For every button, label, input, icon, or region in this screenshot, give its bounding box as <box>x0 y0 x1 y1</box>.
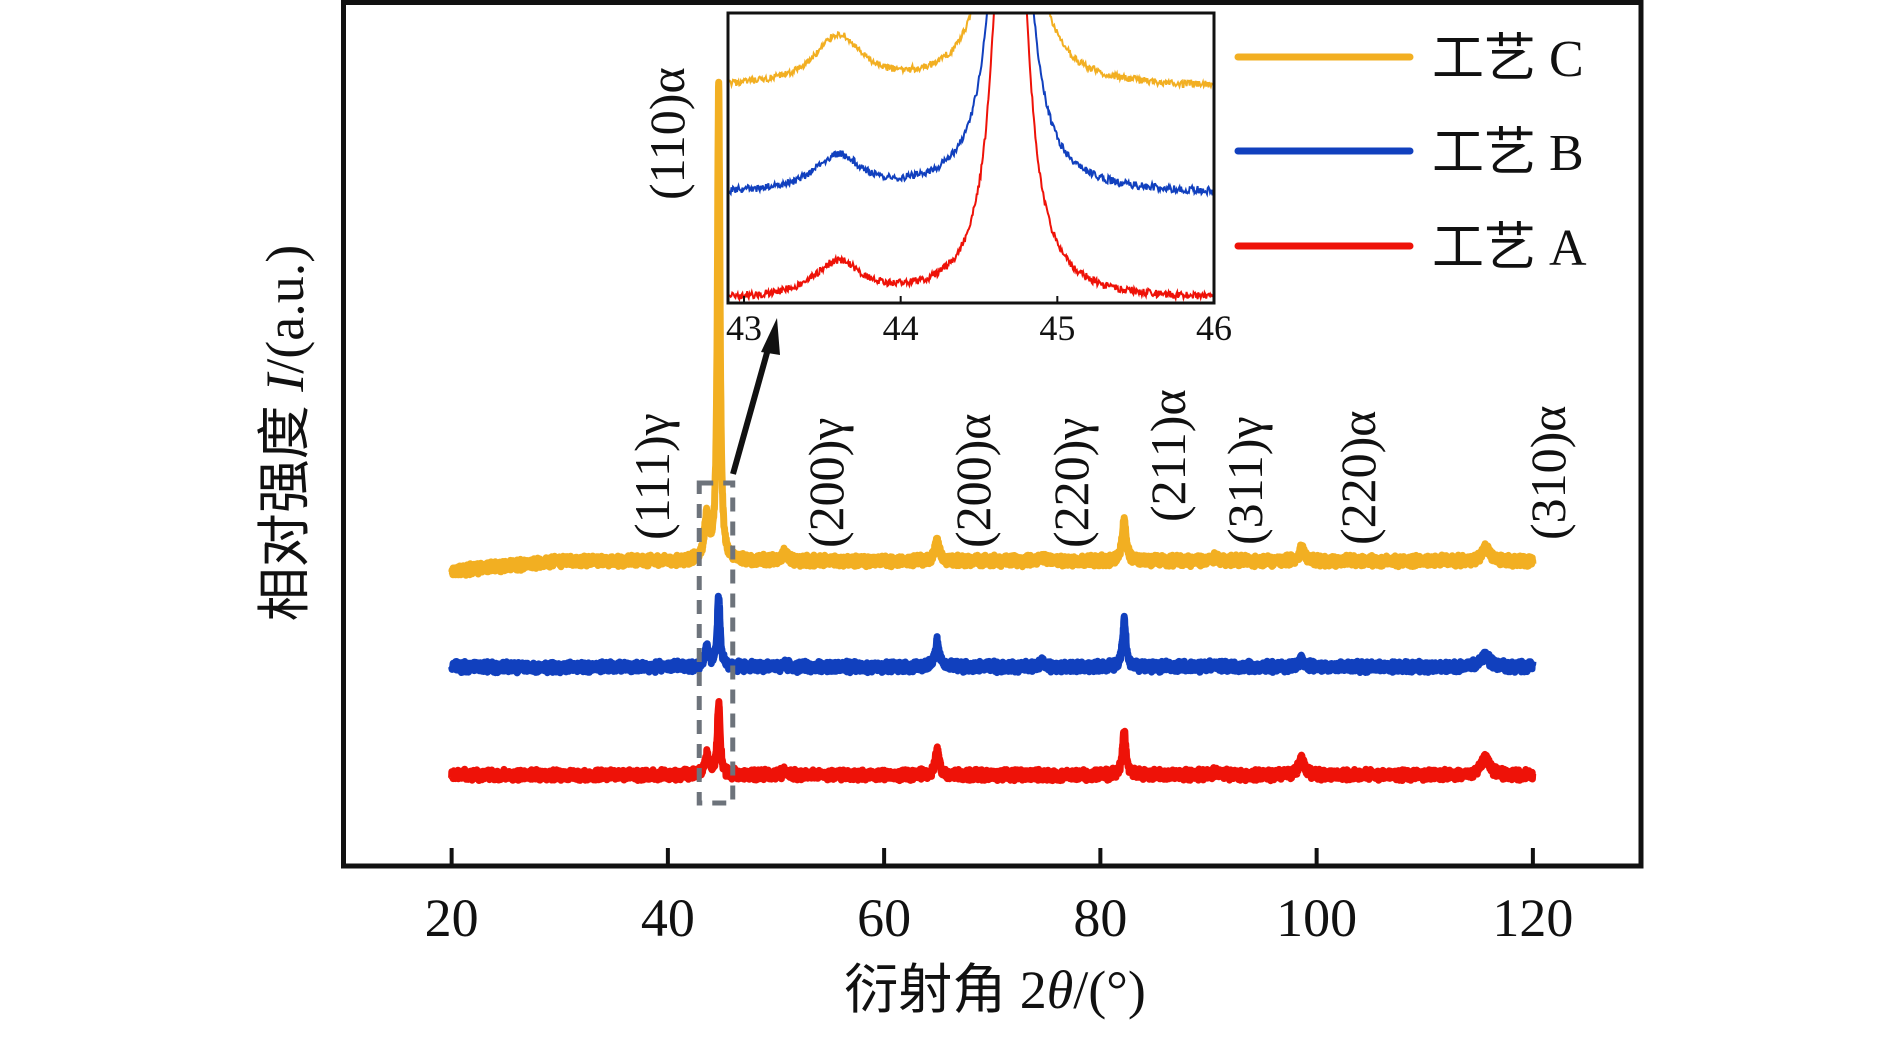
legend-item: 工艺 C <box>1234 31 1584 88</box>
x-tick-label: 80 <box>1073 888 1127 948</box>
peak-label: (211)α <box>1140 389 1196 522</box>
legend-label: 工艺 B <box>1432 125 1584 182</box>
legend-item: 工艺 B <box>1234 125 1584 182</box>
inset-frame <box>726 11 1216 305</box>
series-line-a <box>448 698 1537 785</box>
peak-label: (310)α <box>1520 406 1576 541</box>
peak-label: (220)α <box>1330 411 1386 546</box>
plot-frame <box>341 0 1644 869</box>
x-tick-label: 20 <box>425 888 479 948</box>
peak-label: (200)α <box>945 414 1001 549</box>
inset-series-line-c <box>729 14 1213 90</box>
arrow-shaft <box>730 341 773 475</box>
inset-x-tick-label: 43 <box>726 308 762 348</box>
inset-background <box>728 13 1214 303</box>
inset-x-tick-label: 44 <box>883 308 919 348</box>
x-axis-title: 衍射角 2θ/(°) <box>844 960 1146 1020</box>
inset-x-ticks <box>743 296 1215 303</box>
peak-label: (110)α <box>639 67 695 200</box>
legend: 工艺 C 工艺 B 工艺 A <box>1234 31 1587 277</box>
inset-x-tick-label: 46 <box>1196 308 1232 348</box>
inset-x-tick-label: 45 <box>1039 308 1075 348</box>
y-axis-title-suffix: /(a.u.) <box>255 245 315 374</box>
arrow-head-icon <box>761 318 780 355</box>
zoom-arrow <box>730 318 780 475</box>
peak-label: (111)γ <box>624 413 680 540</box>
x-tick-label: 120 <box>1492 888 1573 948</box>
peak-label: (200)γ <box>798 418 854 548</box>
series-line-b <box>448 592 1537 677</box>
y-axis-title-prefix: 相对强度 <box>255 392 315 622</box>
x-axis-ticks <box>449 848 1535 866</box>
x-axis-tick-labels: 20 40 60 80 100 120 <box>425 888 1574 948</box>
series-line-c <box>448 78 1537 579</box>
x-axis-title-prefix: 衍射角 2 <box>844 960 1047 1020</box>
y-axis-title: 相对强度 I/(a.u.) <box>255 245 315 621</box>
inset-series-line-a <box>729 14 1213 302</box>
x-axis-title-theta: θ <box>1047 960 1074 1020</box>
inset-x-tick-labels: 43 44 45 46 <box>726 308 1232 348</box>
legend-label: 工艺 A <box>1432 220 1587 277</box>
legend-item: 工艺 A <box>1234 220 1587 277</box>
zoom-region-box <box>696 480 736 806</box>
x-axis-title-suffix: /(°) <box>1073 960 1146 1020</box>
legend-label: 工艺 C <box>1432 31 1584 88</box>
y-axis-title-italic: I <box>255 371 315 393</box>
inset-traces <box>729 14 1213 302</box>
peak-label: (311)γ <box>1217 416 1273 545</box>
inset-series-line-b <box>729 14 1213 198</box>
peak-labels: (111)γ (110)α (200)γ (200)α (220)γ (211)α (311… <box>624 67 1576 548</box>
x-tick-label: 60 <box>857 888 911 948</box>
x-tick-label: 100 <box>1276 888 1357 948</box>
inset-chart: 43 44 45 46 <box>726 11 1232 348</box>
peak-label: (220)γ <box>1043 418 1099 548</box>
main-traces <box>448 78 1537 785</box>
x-tick-label: 40 <box>641 888 695 948</box>
